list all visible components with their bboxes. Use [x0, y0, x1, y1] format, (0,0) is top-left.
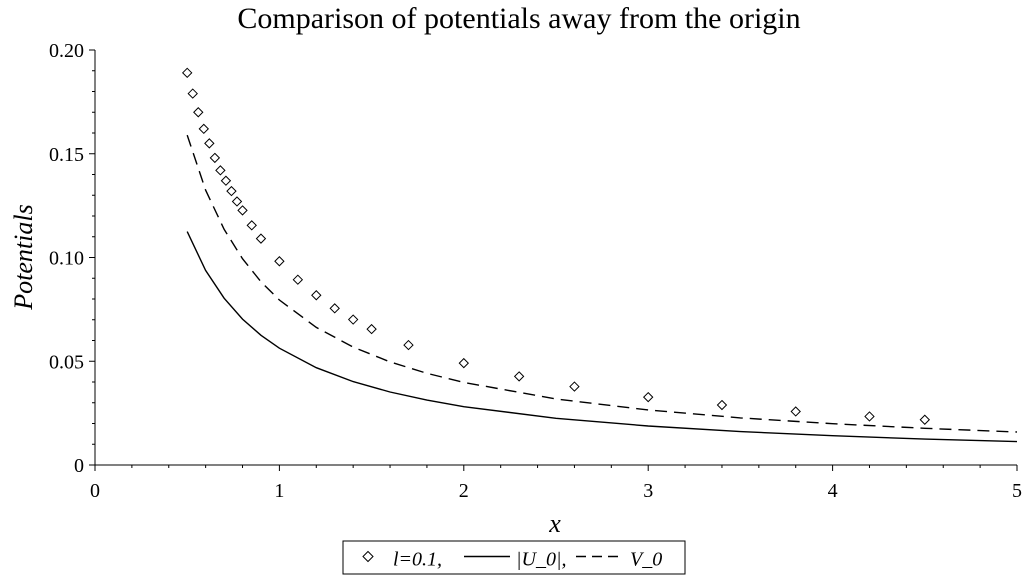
data-point: [187, 88, 198, 99]
series-layer: [181, 67, 1018, 443]
x-tick-label: 1: [274, 480, 284, 502]
data-point: [215, 165, 226, 176]
data-point: [329, 303, 340, 314]
legend-box: [342, 540, 686, 575]
data-point: [716, 399, 728, 411]
y-axis-label: Potentials: [9, 204, 38, 310]
data-point: [255, 233, 267, 244]
series-diamond-markers: [181, 67, 931, 425]
y-tick-label: 0.05: [49, 351, 84, 373]
chart-title: Comparison of potentials away from the o…: [237, 2, 800, 35]
y-tick-label: 0.20: [49, 40, 84, 62]
x-axis-label: x: [548, 509, 561, 538]
data-point: [919, 414, 931, 425]
data-point: [642, 391, 654, 403]
x-tick-label: 4: [828, 480, 838, 502]
data-point: [209, 152, 221, 164]
legend-label-l: l=0.1,: [393, 549, 442, 571]
data-point: [292, 274, 304, 285]
data-point: [204, 138, 215, 149]
data-point: [226, 185, 237, 197]
data-point: [274, 256, 285, 267]
y-tick-label: 0.15: [49, 144, 84, 166]
data-point: [790, 406, 801, 417]
legend-label-u0: |U_0|,: [516, 549, 566, 571]
series-u0-line: [186, 231, 1018, 443]
axes: 0 1 2 3 4 5 0 0.05 0.10 0.15 0.20: [49, 40, 1022, 502]
data-point: [403, 339, 414, 351]
x-tick-label: 0: [90, 480, 100, 502]
y-tick-label: 0.10: [49, 248, 84, 270]
y-tick-label: 0: [74, 455, 84, 477]
legend-diamond-symbol: [362, 550, 374, 563]
series-v0-line: [186, 134, 1018, 433]
data-point: [311, 290, 322, 301]
legend-label-v0: V_0: [630, 549, 662, 571]
data-point: [231, 196, 243, 207]
x-tick-label: 2: [459, 480, 469, 502]
data-point: [864, 411, 875, 422]
data-point: [198, 123, 210, 135]
data-point: [181, 67, 193, 79]
data-point: [458, 357, 470, 369]
data-point: [237, 205, 248, 216]
data-point: [569, 381, 580, 392]
data-point: [366, 323, 377, 335]
data-point: [193, 107, 204, 118]
legend: l=0.1, |U_0|, V_0: [342, 540, 686, 575]
data-point: [347, 314, 359, 325]
data-point: [513, 371, 525, 382]
x-tick-label: 5: [1012, 480, 1022, 502]
data-point: [246, 220, 257, 231]
x-tick-label: 3: [643, 480, 653, 502]
data-point: [220, 175, 232, 186]
